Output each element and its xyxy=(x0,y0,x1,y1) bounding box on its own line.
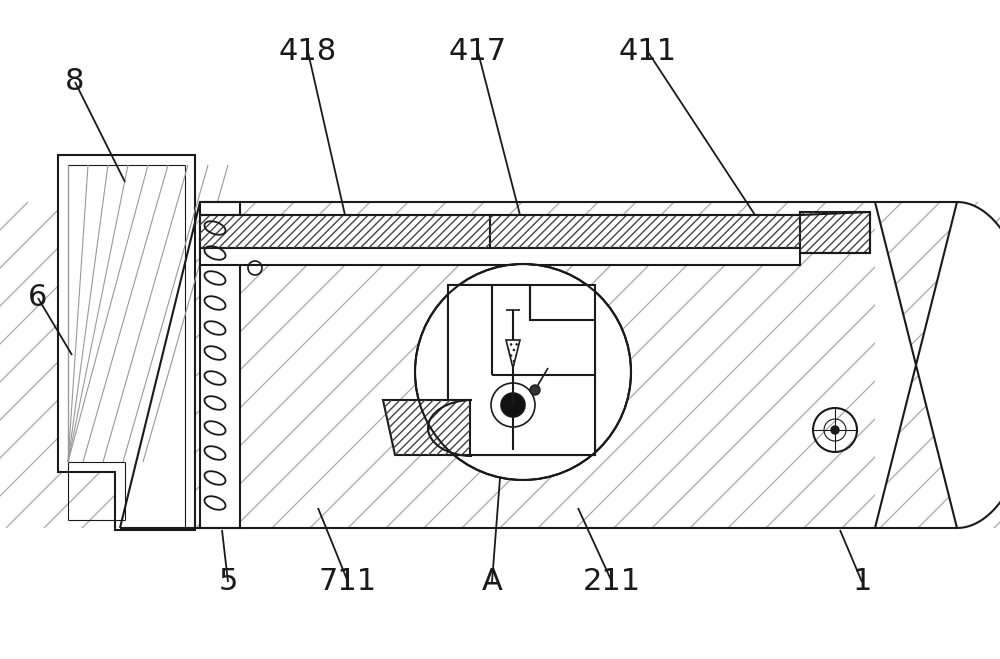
Text: 6: 6 xyxy=(28,283,48,312)
Polygon shape xyxy=(120,202,875,528)
Bar xyxy=(490,215,800,248)
Text: A: A xyxy=(482,567,502,596)
Circle shape xyxy=(831,426,839,434)
Text: 411: 411 xyxy=(619,38,677,67)
Bar xyxy=(800,212,870,253)
Text: 5: 5 xyxy=(218,567,238,596)
Bar xyxy=(200,215,490,248)
Polygon shape xyxy=(448,285,595,455)
Text: 8: 8 xyxy=(65,67,85,96)
Text: 711: 711 xyxy=(319,567,377,596)
Bar xyxy=(200,248,800,265)
Polygon shape xyxy=(58,155,195,530)
Polygon shape xyxy=(875,202,1000,528)
Bar xyxy=(800,212,870,253)
Bar xyxy=(200,215,490,248)
Bar xyxy=(200,202,240,528)
Text: 1: 1 xyxy=(852,567,872,596)
Bar xyxy=(448,285,595,455)
Circle shape xyxy=(530,385,540,395)
Circle shape xyxy=(501,393,525,417)
Polygon shape xyxy=(383,400,470,455)
Text: 211: 211 xyxy=(583,567,641,596)
Polygon shape xyxy=(506,340,520,368)
Text: 418: 418 xyxy=(279,38,337,67)
Text: 417: 417 xyxy=(449,38,507,67)
Bar xyxy=(490,215,800,248)
Circle shape xyxy=(416,265,630,479)
